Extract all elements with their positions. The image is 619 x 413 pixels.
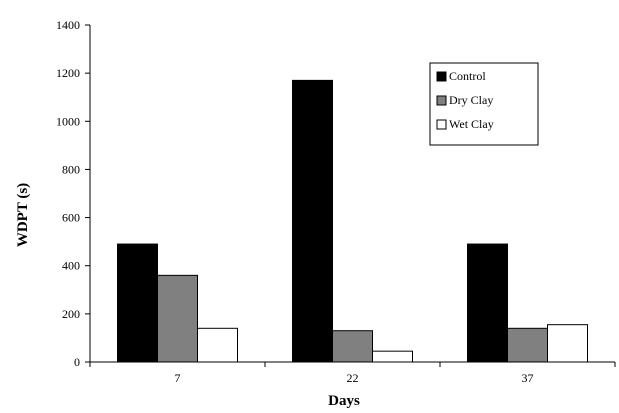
bar-wet-clay-37 (547, 324, 588, 363)
bar-control-22 (292, 79, 333, 363)
legend-swatch-control (436, 71, 447, 82)
legend-box (429, 62, 539, 146)
legend-label: Control (449, 69, 486, 83)
x-tick-label: 37 (522, 371, 534, 385)
y-tick-label: 400 (62, 259, 80, 273)
x-axis-title: Days (328, 393, 360, 409)
bar-dry-clay-22 (332, 330, 373, 363)
legend-label: Dry Clay (449, 93, 493, 107)
y-tick-label: 0 (74, 355, 80, 369)
bar-dry-clay-37 (507, 327, 548, 363)
legend-swatch-dry-clay (436, 95, 447, 106)
y-tick-label: 1400 (56, 18, 80, 32)
y-tick-label: 1200 (56, 66, 80, 80)
y-tick-label: 200 (62, 307, 80, 321)
legend: Control Dry Clay Wet Clay (429, 62, 539, 146)
y-axis-title: WDPT (s) (15, 183, 31, 247)
bar-wet-clay-22 (372, 350, 413, 363)
y-axis-ticks: 0 200 400 600 800 1000 1200 1400 (56, 18, 90, 369)
x-tick-label: 7 (175, 371, 181, 385)
bars (117, 79, 588, 363)
legend-label: Wet Clay (449, 117, 494, 131)
x-axis-ticks: 7 22 37 (89, 362, 616, 385)
y-tick-label: 800 (62, 162, 80, 176)
y-tick-label: 600 (62, 211, 80, 225)
legend-swatch-wet-clay (436, 119, 447, 130)
bar-wet-clay-7 (197, 327, 238, 363)
y-tick-label: 1000 (56, 114, 80, 128)
x-tick-label: 22 (347, 371, 359, 385)
bar-control-7 (117, 243, 158, 363)
bar-control-37 (467, 243, 508, 363)
bar-dry-clay-7 (157, 274, 198, 363)
